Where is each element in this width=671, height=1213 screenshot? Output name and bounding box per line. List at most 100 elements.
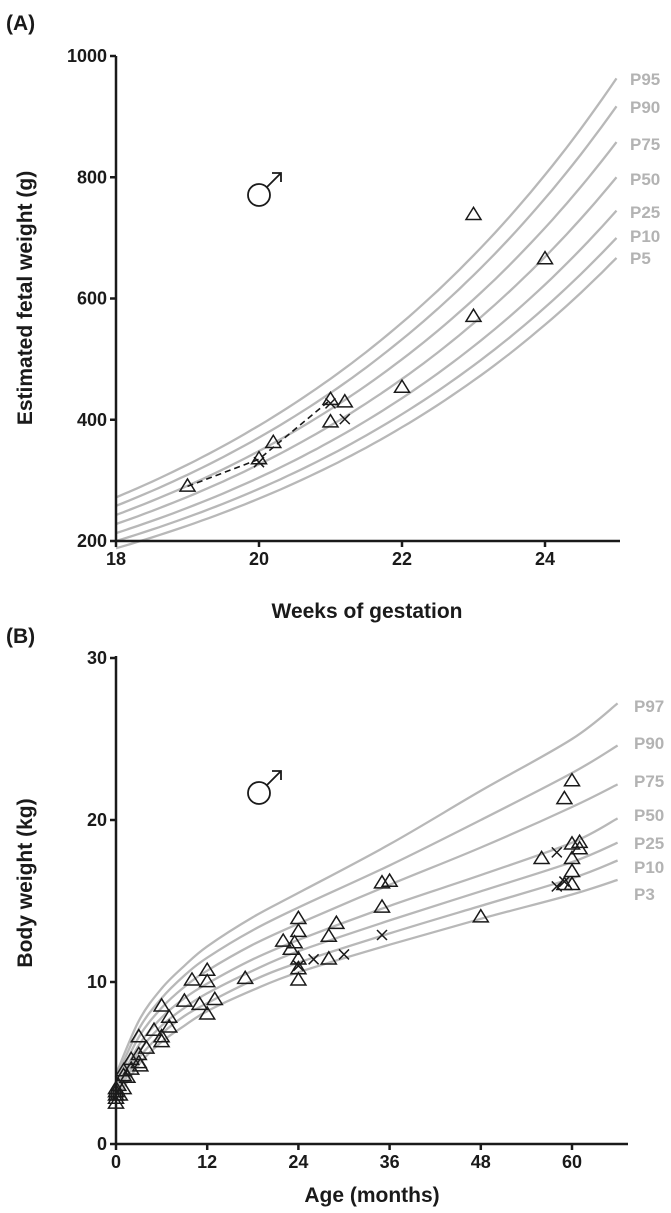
panel-b-triangle-point bbox=[570, 840, 589, 855]
panel-b-percentile-label-p25: P25 bbox=[634, 834, 664, 853]
panel-b-percentile-label-p75: P75 bbox=[634, 772, 664, 791]
panel-b-percentile-curve-p90 bbox=[114, 744, 619, 1080]
panel-b-axes: 0 10 20 30 0 12 24 36 48 60 bbox=[87, 648, 628, 1172]
panel-b-triangle-point bbox=[131, 1057, 150, 1072]
panel-b-male-symbol bbox=[247, 770, 282, 805]
panel-b-x-tick-label: 12 bbox=[197, 1152, 217, 1172]
panel-a-label: (A) bbox=[6, 12, 35, 35]
panel-b-percentile-curve-p3 bbox=[115, 878, 618, 1101]
panel-b-cross-point bbox=[376, 929, 388, 941]
panel-a-chart: (A) P95 P90 P75 P50 P25 P10 P5 200 400 600 800 100… bbox=[6, 12, 660, 623]
panel-b-triangle-point bbox=[289, 950, 308, 965]
panel-b-x-tick-label: 48 bbox=[471, 1152, 491, 1172]
panel-b-triangle-point bbox=[160, 1008, 179, 1024]
panel-b-x-tick-label: 36 bbox=[380, 1152, 400, 1172]
panel-a-percentile-curve-p90 bbox=[115, 105, 618, 507]
panel-b-x-axis-title: Age (months) bbox=[304, 1184, 439, 1207]
panel-a-triangle-point bbox=[464, 205, 483, 221]
panel-b-cross-point bbox=[338, 948, 350, 960]
panel-a-x-tick-label: 20 bbox=[249, 549, 269, 569]
panel-b-cross-point bbox=[292, 960, 304, 972]
panel-b-triangle-point bbox=[563, 835, 581, 850]
panel-b-percentile-label-p90: P90 bbox=[634, 734, 664, 753]
panel-b-cross-point bbox=[308, 953, 320, 965]
panel-b-triangle-point bbox=[205, 990, 224, 1006]
panel-b-triangle-point bbox=[145, 1021, 163, 1036]
panel-a-triangle-point bbox=[393, 378, 411, 394]
panel-a-percentile-label-p75: P75 bbox=[630, 135, 660, 154]
panel-b-triangle-point bbox=[175, 992, 194, 1007]
panel-b-percentile-label-p50: P50 bbox=[634, 806, 664, 825]
panel-a-percentile-curve-p25 bbox=[115, 209, 618, 535]
panel-a-x-axis-title: Weeks of gestation bbox=[272, 600, 463, 623]
panel-b-triangle-point bbox=[152, 1033, 171, 1048]
panel-a-triangle-point bbox=[536, 250, 554, 265]
panel-a-cross-point bbox=[324, 397, 337, 409]
panel-b-triangle-point bbox=[532, 849, 551, 865]
panel-b-percentile-labels: P97 P90 P75 P50 P25 P10 P3 bbox=[634, 697, 664, 904]
panel-a-data-marks bbox=[178, 205, 554, 492]
panel-a-triangle-point bbox=[178, 477, 197, 492]
panel-a-y-tick-label: 1000 bbox=[67, 46, 107, 66]
panel-a-percentile-curve-p75 bbox=[115, 141, 618, 516]
panel-b-y-tick-label: 20 bbox=[87, 810, 107, 830]
panel-a-triangle-point bbox=[321, 413, 340, 428]
panel-b-cross-point bbox=[558, 876, 570, 888]
panel-b-triangle-point bbox=[319, 950, 338, 965]
panel-b-y-tick-label: 10 bbox=[87, 972, 107, 992]
panel-b-triangle-point bbox=[190, 995, 209, 1011]
panel-b-x-tick-label: 24 bbox=[288, 1152, 308, 1172]
male-circle bbox=[247, 781, 271, 805]
panel-b-triangle-point bbox=[563, 875, 581, 891]
panel-b-cross-point bbox=[551, 846, 563, 858]
panel-b-cross-point bbox=[551, 880, 563, 892]
panel-a-male-icon bbox=[247, 172, 282, 207]
panel-a-x-tick-label: 24 bbox=[535, 549, 555, 569]
panel-a-x-tick-label: 22 bbox=[392, 549, 412, 569]
male-circle bbox=[247, 183, 271, 207]
panel-a-x-tick-label: 18 bbox=[106, 549, 126, 569]
male-arrow bbox=[266, 770, 282, 786]
panel-a-male-symbol bbox=[247, 172, 282, 207]
panel-a-triangle-point bbox=[264, 433, 283, 449]
panel-a-percentile-label-p10: P10 bbox=[630, 227, 660, 246]
panel-a-y-axis-title: Estimated fetal weight (g) bbox=[14, 171, 37, 425]
panel-b-percentile-curve-p50 bbox=[114, 817, 619, 1090]
panel-b-triangle-point bbox=[236, 969, 255, 985]
panel-b-triangle-point bbox=[327, 914, 346, 930]
panel-b-data-marks bbox=[107, 772, 589, 1109]
panel-a-y-tick-label: 800 bbox=[77, 167, 107, 187]
panel-b-triangle-point bbox=[274, 932, 293, 947]
panel-b-triangle-point bbox=[373, 898, 391, 913]
panel-a-percentile-curve-p5 bbox=[115, 257, 618, 550]
panel-a-cross-point bbox=[253, 456, 265, 468]
panel-a-y-tick-label: 200 bbox=[77, 531, 107, 551]
panel-b-triangle-point bbox=[114, 1079, 133, 1095]
panel-b-triangle-point bbox=[129, 1028, 148, 1043]
panel-b-triangle-point bbox=[198, 973, 217, 988]
panel-b-label: (B) bbox=[6, 625, 35, 648]
panel-b-triangle-point bbox=[380, 872, 399, 887]
panel-b-percentile-curve-p10 bbox=[115, 859, 619, 1097]
panel-b-triangle-point bbox=[563, 772, 581, 787]
panel-b-triangle-point bbox=[471, 908, 490, 923]
male-arrow bbox=[266, 172, 282, 188]
panel-b-triangle-point bbox=[198, 1005, 217, 1020]
panel-a-percentile-curve-p50 bbox=[115, 176, 618, 526]
panel-b-y-axis-title: Body weight (kg) bbox=[14, 798, 37, 967]
panel-b-percentile-label-p97: P97 bbox=[634, 697, 664, 716]
panel-b-triangle-point bbox=[319, 927, 338, 943]
panel-b-triangle-point bbox=[555, 790, 574, 805]
panel-a-y-tick-label: 400 bbox=[77, 410, 107, 430]
panel-a-percentile-curve-p10 bbox=[115, 237, 618, 543]
panel-a-percentile-curve-p95 bbox=[115, 77, 618, 499]
panel-b-y-tick-label: 30 bbox=[87, 648, 107, 668]
panel-a-percentile-label-p50: P50 bbox=[630, 170, 660, 189]
panel-a-percentile-label-p90: P90 bbox=[630, 98, 660, 117]
panel-a-y-tick-label: 600 bbox=[77, 289, 107, 309]
panel-b-percentile-curves bbox=[114, 702, 619, 1101]
panel-b-triangle-point bbox=[289, 922, 308, 938]
panel-b-triangle-point bbox=[570, 833, 589, 849]
panel-a-dashed-trend-line bbox=[187, 399, 332, 488]
